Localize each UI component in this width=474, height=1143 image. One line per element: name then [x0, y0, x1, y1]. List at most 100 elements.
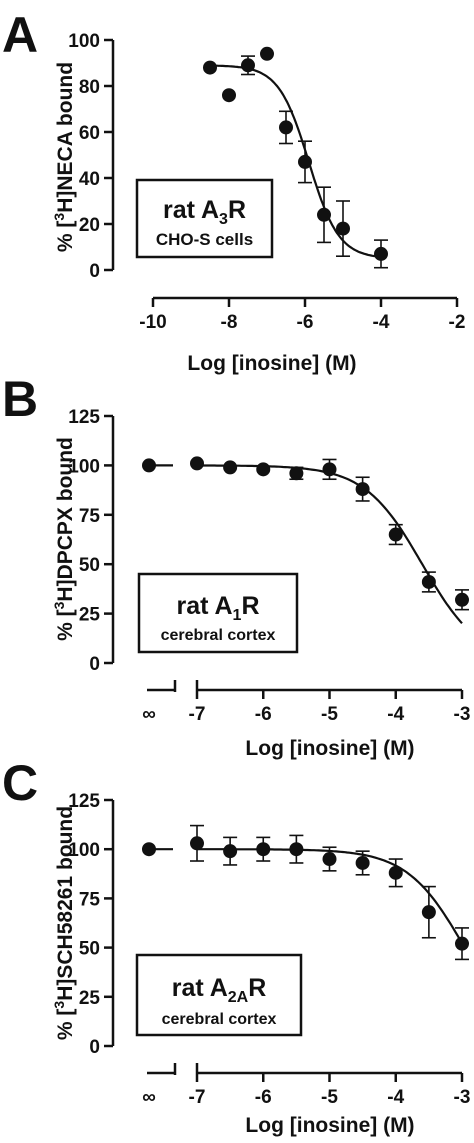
control-point — [142, 458, 156, 473]
label-box-title: rat A2AR — [172, 974, 267, 1006]
fit-curve — [210, 64, 382, 258]
data-point — [421, 905, 436, 920]
data-point — [190, 456, 204, 471]
data-point — [222, 88, 236, 103]
data-point — [241, 58, 255, 73]
y-tick-label: 0 — [89, 1037, 100, 1058]
data-point — [223, 844, 238, 859]
label-box-title-post: R — [228, 196, 246, 224]
y-tick-label: 20 — [79, 215, 100, 236]
panel-letter: B — [2, 371, 38, 427]
label-box-title-sub: 1 — [233, 607, 242, 624]
x-axis-label: Log [inosine] (M) — [245, 737, 414, 760]
label-box-subtitle: cerebral cortex — [162, 1011, 277, 1028]
x-tick-label: -5 — [321, 1087, 338, 1108]
label-box-title: rat A3R — [163, 196, 246, 228]
data-point — [421, 574, 436, 589]
x-axis-label: Log [inosine] (M) — [245, 1114, 414, 1137]
data-point — [455, 936, 469, 951]
data-point — [260, 46, 274, 61]
y-axis-label-pre: % [ — [54, 609, 77, 641]
y-tick-label: 80 — [79, 77, 100, 98]
panel-letter: A — [2, 7, 38, 63]
x-tick-label: -4 — [373, 312, 390, 333]
y-axis-label: % [3H]SCH58261 bound — [51, 806, 77, 1040]
data-point — [355, 482, 370, 497]
y-tick-label: 50 — [79, 555, 100, 576]
y-tick-label: 75 — [79, 506, 101, 527]
y-tick-label: 100 — [68, 31, 100, 52]
y-tick-label: 100 — [68, 456, 100, 477]
data-point — [374, 246, 388, 261]
data-point — [388, 527, 403, 542]
data-point — [298, 154, 312, 169]
x-tick-label: -8 — [221, 312, 238, 333]
x-tick-label: -2 — [449, 312, 466, 333]
x-tick-label: -7 — [189, 1087, 206, 1108]
label-box-title-sub: 2A — [228, 989, 249, 1006]
x-break-label: ∞ — [142, 1087, 156, 1108]
data-point — [355, 855, 370, 870]
data-point — [289, 466, 304, 481]
label-box-title-post: R — [248, 974, 266, 1002]
label-box-title-pre: rat A — [177, 592, 233, 620]
label-box-title-post: R — [241, 592, 259, 620]
label-box-title-pre: rat A — [163, 196, 219, 224]
y-tick-label: 25 — [79, 605, 101, 626]
y-tick-label: 25 — [79, 988, 101, 1009]
panel-b: B 0 25 50 75 100 125 % [3H]DPCPX bound -7 -6 -5 -4 -… — [2, 371, 470, 760]
label-box — [135, 953, 303, 1037]
x-tick-label: -10 — [139, 312, 166, 333]
data-point — [289, 842, 304, 857]
data-point — [336, 221, 350, 236]
y-tick-label: 100 — [68, 840, 100, 861]
y-tick-label: 125 — [68, 791, 100, 812]
y-axis-label: % [3H]NECA bound — [51, 62, 77, 252]
y-tick-label: 0 — [89, 261, 100, 282]
y-axis-label-pre: % [ — [54, 1009, 77, 1041]
y-axis-label-pre: % [ — [54, 221, 77, 253]
y-tick-label: 40 — [79, 169, 100, 190]
y-axis-label: % [3H]DPCPX bound — [51, 437, 77, 641]
x-tick-label: -6 — [255, 704, 272, 725]
data-point — [455, 592, 469, 607]
label-box-subtitle: cerebral cortex — [161, 627, 276, 644]
x-tick-label: -6 — [255, 1087, 272, 1108]
data-point — [317, 207, 331, 222]
y-axis-label-post: H]NECA bound — [54, 62, 77, 213]
data-point — [322, 852, 337, 867]
y-axis-label-post: H]SCH58261 bound — [54, 806, 77, 1001]
label-box-title: rat A1R — [177, 592, 260, 624]
label-box — [137, 572, 299, 654]
x-tick-label: -7 — [189, 704, 206, 725]
y-axis-label-post: H]DPCPX bound — [54, 437, 77, 601]
label-box-title-pre: rat A — [172, 974, 228, 1002]
label-box — [135, 178, 274, 259]
y-tick-label: 50 — [79, 939, 100, 960]
y-tick-label: 60 — [79, 123, 100, 144]
data-point — [223, 460, 238, 475]
x-tick-label: -3 — [454, 1087, 471, 1108]
y-tick-label: 75 — [79, 889, 101, 910]
y-tick-label: 0 — [89, 654, 100, 675]
x-break-label: ∞ — [142, 704, 156, 725]
data-point — [256, 842, 271, 857]
label-box-title-sub: 3 — [219, 211, 228, 228]
label-box-subtitle: CHO-S cells — [156, 230, 253, 249]
data-point — [279, 120, 293, 135]
y-axis-label-sup: 3 — [51, 1001, 67, 1009]
control-point — [142, 842, 156, 857]
data-point — [322, 462, 337, 477]
data-point — [190, 836, 204, 851]
x-tick-label: -5 — [321, 704, 338, 725]
data-point — [256, 462, 271, 477]
x-tick-label: -3 — [454, 704, 471, 725]
x-tick-label: -4 — [387, 1087, 404, 1108]
data-point — [388, 865, 403, 880]
panel-letter: C — [2, 755, 38, 811]
x-tick-label: -6 — [297, 312, 314, 333]
